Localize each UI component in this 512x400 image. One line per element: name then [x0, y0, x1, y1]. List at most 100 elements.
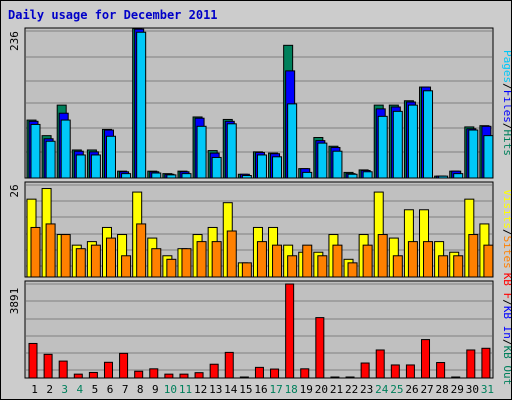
x-tick-label: 19 [300, 383, 313, 396]
x-tick-label: 20 [315, 383, 328, 396]
sites-bar [211, 241, 222, 278]
x-tick-label: 6 [107, 383, 114, 396]
pages-bar [45, 140, 56, 179]
pages-bar [317, 142, 328, 179]
pages-bar [60, 119, 71, 179]
sites-bar [377, 234, 388, 278]
kbytes-bar [360, 362, 370, 379]
legend-separator: / [501, 123, 511, 130]
x-tick-label: 10 [164, 383, 177, 396]
x-tick-label: 18 [285, 383, 298, 396]
sites-bar [392, 255, 403, 278]
pages-bar [362, 171, 373, 179]
kbytes-bar [315, 317, 325, 379]
kbytes-bar [103, 361, 113, 379]
pages-bar [30, 123, 41, 179]
kbytes-bar [451, 376, 461, 379]
kbytes-bar [164, 373, 174, 379]
sites-bar [302, 244, 313, 278]
pages-bar [302, 171, 313, 179]
pages-bar [483, 135, 494, 179]
y-max-label: 236 [8, 31, 21, 51]
legend-item: Pages [501, 50, 511, 83]
sites-bar [483, 244, 494, 278]
sites-bar [90, 244, 101, 278]
x-tick-label: 17 [269, 383, 282, 396]
x-tick-label: 21 [330, 383, 343, 396]
pages-bar [272, 156, 283, 179]
pages-bar [90, 154, 101, 179]
y-max-label: 26 [8, 184, 21, 197]
pages-bar [75, 154, 86, 179]
side-legend: Visits/Sites [501, 189, 511, 269]
x-tick-label: 25 [390, 383, 403, 396]
pages-bar [453, 173, 464, 179]
sites-bar [317, 255, 328, 278]
sites-bar [166, 258, 177, 278]
pages-bar [377, 115, 388, 179]
legend-item: KB Out [501, 346, 511, 386]
x-tick-label: 13 [209, 383, 222, 396]
sites-bar [468, 234, 479, 278]
pages-bar [166, 174, 177, 179]
sites-bar [453, 255, 464, 278]
x-tick-label: 26 [405, 383, 418, 396]
sites-bar [347, 262, 358, 278]
x-tick-label: 12 [194, 383, 207, 396]
pages-bar [121, 173, 132, 179]
pages-bar [468, 129, 479, 179]
sites-bar [438, 255, 449, 278]
kbytes-bar [224, 351, 234, 379]
x-tick-label: 8 [137, 383, 144, 396]
pages-bar [423, 90, 434, 179]
kbytes-bar [43, 353, 53, 379]
x-tick-label: 24 [375, 383, 389, 396]
pages-bar [136, 31, 147, 179]
sites-bar [136, 223, 147, 278]
chart-title: Daily usage for December 2011 [8, 8, 218, 22]
sites-bar [121, 255, 132, 278]
pages-bar [347, 173, 358, 179]
kbytes-bar [179, 373, 189, 379]
kbytes-bar [390, 364, 400, 379]
kbytes-bar [436, 362, 446, 379]
kbytes-bar [300, 368, 310, 379]
x-tick-label: 4 [77, 383, 84, 396]
x-tick-label: 7 [122, 383, 129, 396]
sites-bar [60, 234, 71, 278]
x-tick-label: 16 [254, 383, 267, 396]
kbytes-bar [239, 376, 249, 379]
pages-bar [105, 135, 116, 179]
x-tick-label: 9 [152, 383, 159, 396]
legend-separator: / [501, 339, 511, 346]
kbytes-bar [421, 339, 431, 379]
kbytes-bar [149, 368, 159, 379]
legend-item: Hits [501, 130, 511, 157]
sites-bar [272, 244, 283, 278]
kbytes-bar [254, 366, 264, 379]
x-tick-label: 23 [360, 383, 373, 396]
kbytes-bar [209, 363, 219, 379]
pages-bar [392, 110, 403, 179]
legend-item: Files [501, 90, 511, 123]
x-tick-label: 28 [436, 383, 449, 396]
sites-bar [151, 248, 162, 278]
sites-bar [30, 226, 41, 278]
x-tick-label: 5 [92, 383, 99, 396]
sites-bar [407, 241, 418, 278]
side-legend: Pages/Files/Hits [501, 50, 511, 156]
side-legend: KB F/KB In/KB Out [501, 273, 511, 386]
kbytes-bar [345, 376, 355, 379]
legend-item: KB F [501, 273, 511, 300]
x-tick-label: 3 [61, 383, 68, 396]
kbytes-bar [194, 372, 204, 379]
kbytes-bar [375, 349, 385, 379]
x-tick-label: 31 [481, 383, 494, 396]
legend-item: KB In [501, 306, 511, 339]
x-tick-label: 1 [31, 383, 38, 396]
legend-separator: / [501, 299, 511, 306]
kbytes-bar [270, 368, 280, 379]
sites-bar [362, 244, 373, 278]
kbytes-bar [134, 370, 144, 379]
